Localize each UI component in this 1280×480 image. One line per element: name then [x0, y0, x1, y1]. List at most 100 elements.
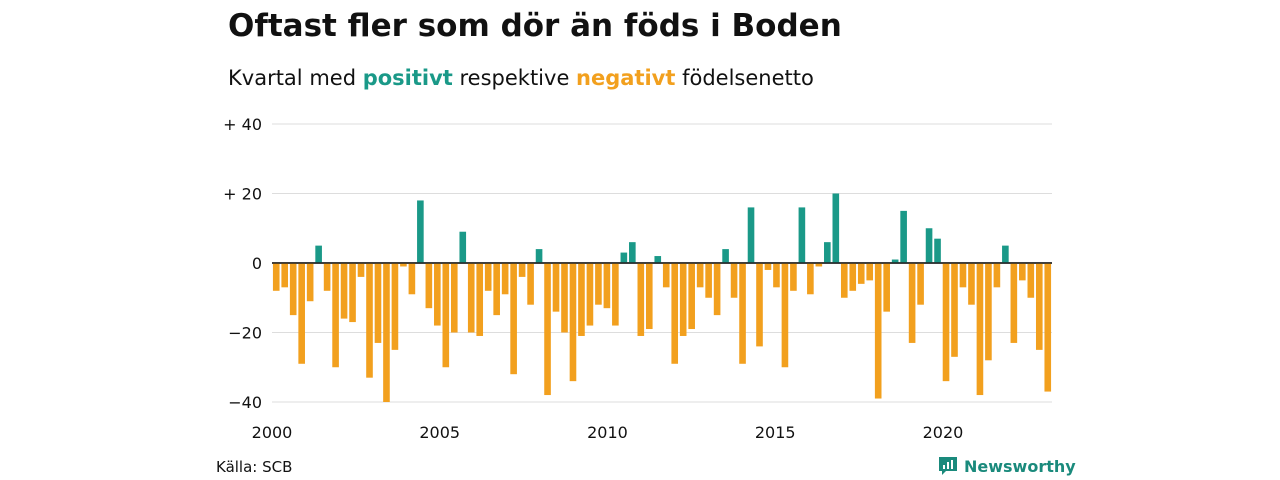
bar-positive — [654, 256, 662, 263]
bar-negative — [637, 263, 645, 336]
bar-negative — [1044, 263, 1052, 392]
subtitle-positive-label: positivt — [362, 66, 453, 90]
bar-positive — [620, 252, 628, 263]
bar-positive — [925, 228, 933, 263]
bar-negative — [840, 263, 848, 298]
bar-negative — [578, 263, 585, 336]
y-tick-label: + 40 — [223, 115, 262, 134]
bar-negative — [764, 263, 772, 270]
bar-negative — [959, 263, 967, 288]
bar-negative — [306, 263, 314, 302]
bar-positive — [417, 200, 424, 263]
bar-negative — [917, 263, 924, 305]
chart-title: Oftast fler som dör än föds i Boden — [228, 8, 842, 44]
brand-name: Newsworthy — [964, 456, 1076, 476]
bar-negative — [510, 263, 517, 375]
bar-negative — [713, 263, 721, 316]
bar-negative — [357, 263, 365, 277]
bar-negative — [951, 263, 958, 357]
bar-negative — [289, 263, 297, 316]
bar-positive — [722, 249, 729, 263]
bar-negative — [349, 263, 356, 323]
x-tick-label: 2005 — [419, 423, 460, 442]
bar-negative — [849, 263, 857, 291]
chart-subtitle: Kvartal med positivt respektive negativt… — [228, 66, 814, 90]
bar-negative — [942, 263, 950, 382]
bar-negative — [730, 263, 738, 298]
bar-positive — [824, 242, 831, 263]
bar-positive — [798, 207, 806, 263]
bar-negative — [790, 263, 797, 291]
bar-negative — [552, 263, 560, 312]
newsworthy-icon — [939, 457, 957, 475]
bar-negative — [1027, 263, 1035, 298]
bar-negative — [866, 263, 874, 281]
bar-positive — [934, 238, 941, 263]
bar-negative — [857, 263, 865, 284]
bar-negative — [323, 263, 331, 291]
bar-negative — [976, 263, 984, 396]
bar-negative — [527, 263, 534, 305]
bar-negative — [968, 263, 975, 305]
bar-positive — [535, 249, 543, 263]
bar-negative — [434, 263, 441, 326]
bar-negative — [450, 263, 458, 333]
x-tick-label: 2010 — [587, 423, 628, 442]
bar-positive — [747, 207, 755, 263]
bar-negative — [603, 263, 611, 309]
bar-negative — [374, 263, 382, 343]
bar-negative — [272, 263, 280, 291]
bar-positive — [1002, 245, 1009, 263]
bar-negative — [298, 263, 305, 364]
bar-negative — [696, 263, 704, 288]
bar-negative — [561, 263, 568, 333]
bar-negative — [569, 263, 577, 382]
bar-negative — [595, 263, 602, 305]
bar-negative — [679, 263, 687, 336]
bar-negative — [366, 263, 373, 378]
bar-positive — [315, 245, 322, 263]
bar-negative — [671, 263, 679, 364]
x-tick-label: 2000 — [252, 423, 293, 442]
bar-negative — [645, 263, 653, 330]
bar-negative — [544, 263, 551, 396]
bar-negative — [1019, 263, 1026, 281]
bar-negative — [612, 263, 619, 326]
bar-positive — [832, 193, 840, 263]
x-tick-label: 2020 — [923, 423, 964, 442]
bar-negative — [773, 263, 780, 288]
bar-negative — [781, 263, 789, 368]
source-note: Källa: SCB — [216, 458, 293, 476]
x-tick-label: 2015 — [755, 423, 796, 442]
bar-negative — [688, 263, 695, 330]
bar-negative — [383, 263, 390, 402]
bar-negative — [467, 263, 475, 333]
y-tick-label: −20 — [228, 324, 262, 343]
bar-negative — [340, 263, 348, 319]
bar-negative — [501, 263, 509, 295]
newsworthy-logo: Newsworthy — [938, 456, 1076, 476]
bar-negative — [739, 263, 746, 364]
bar-positive — [900, 210, 907, 263]
y-tick-label: 0 — [252, 254, 262, 273]
bar-negative — [993, 263, 1001, 288]
bar-negative — [400, 263, 407, 267]
bar-positive — [459, 231, 467, 263]
bar-positive — [629, 242, 636, 263]
bar-negative — [662, 263, 670, 288]
bar-negative — [281, 263, 289, 288]
bar-positive — [891, 259, 899, 263]
bar-negative — [705, 263, 712, 298]
subtitle-suffix: födelsenetto — [675, 66, 814, 90]
subtitle-prefix: Kvartal med — [228, 66, 363, 90]
bar-negative — [391, 263, 399, 350]
subtitle-negative-label: negativt — [576, 66, 676, 90]
bar-negative — [874, 263, 882, 399]
bar-negative — [908, 263, 916, 343]
bar-negative — [425, 263, 433, 309]
bar-negative — [807, 263, 814, 295]
bar-negative — [518, 263, 526, 277]
bar-negative — [484, 263, 492, 291]
bar-negative — [442, 263, 450, 368]
